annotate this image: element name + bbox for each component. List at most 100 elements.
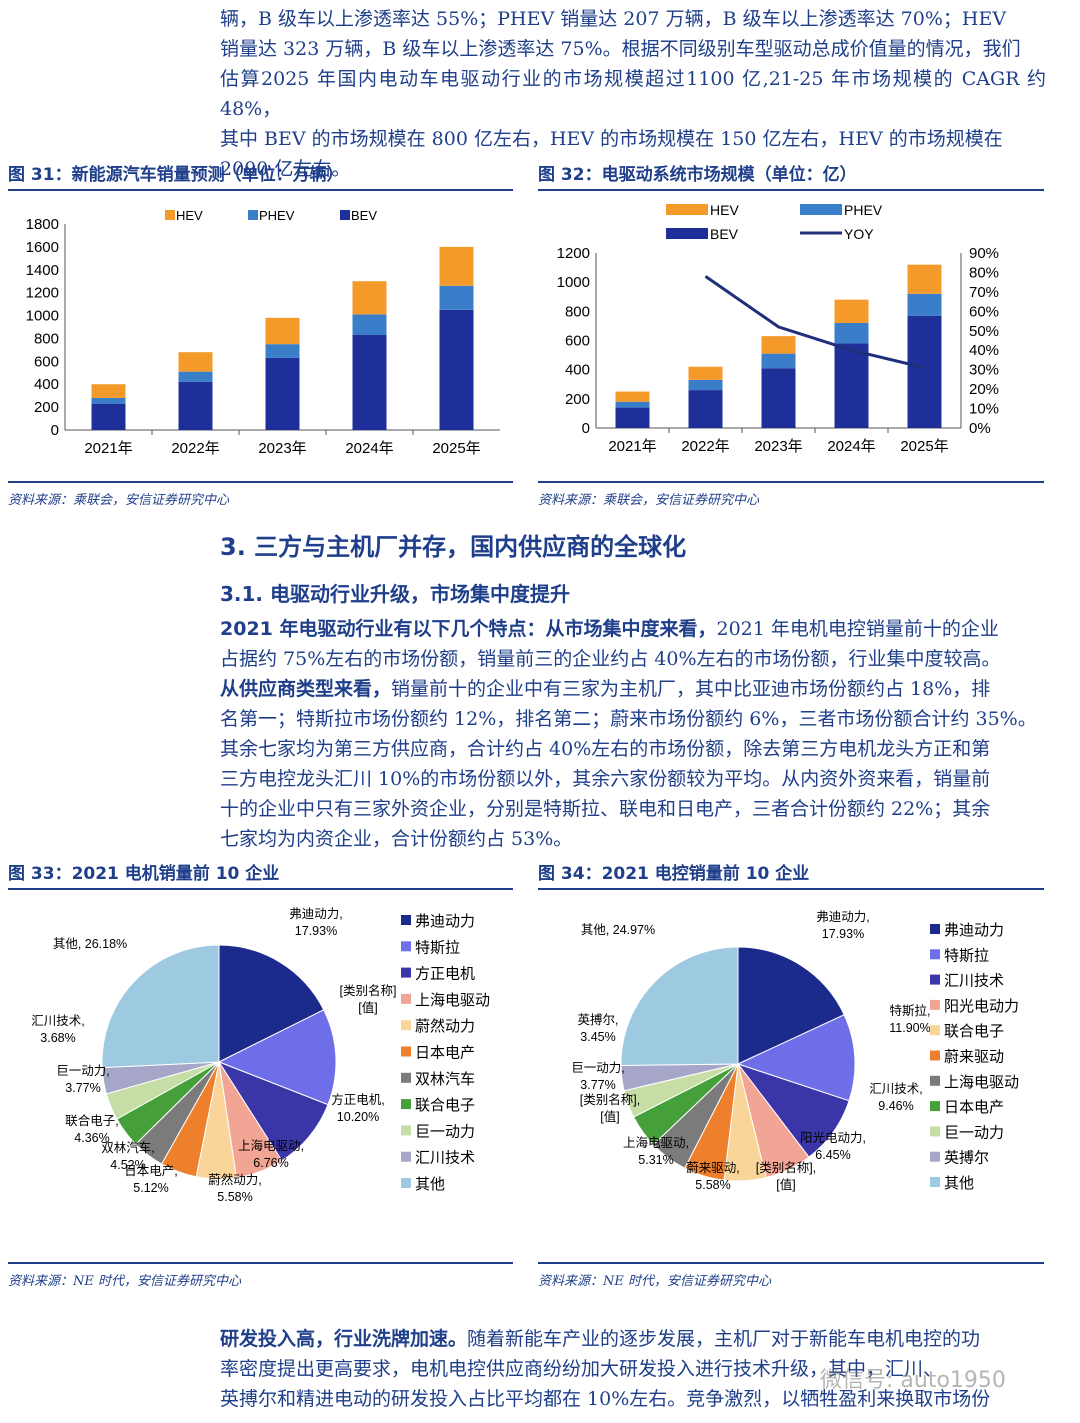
- y2-tick-label: 70%: [969, 284, 999, 301]
- market-paragraph: 2021 年电驱动行业有以下几个特点：从市场集中度来看，2021 年电机电控销量…: [220, 614, 1046, 854]
- y2-tick-label: 20%: [969, 381, 999, 398]
- legend-swatch-bev: [340, 210, 350, 220]
- bar-phev: [91, 397, 126, 404]
- chart-ev-sales-forecast: 0 200 400 600 800 1000 1200 1400 1600 1800 2021年 20…: [26, 208, 500, 457]
- legend-label: PHEV: [844, 202, 883, 218]
- bar-bev: [91, 403, 126, 430]
- slice-label: 巨一动力, 3.77%: [571, 1061, 624, 1092]
- bar-phev: [834, 323, 869, 344]
- bar-bev: [688, 390, 723, 428]
- legend-label: 阳光电动力: [944, 998, 1019, 1015]
- legend-swatch: [930, 1101, 940, 1112]
- bar-hev: [352, 281, 387, 315]
- y2-tick-label: 50%: [969, 323, 999, 340]
- para-line: 2021 年电驱动行业有以下几个特点：从市场集中度来看，2021 年电机电控销量…: [220, 618, 999, 640]
- para-line: 从供应商类型来看，销量前十的企业中有三家为主机厂，其中比亚迪市场份额约占 18%…: [220, 678, 991, 700]
- bar-phev: [761, 353, 796, 369]
- y-tick-label: 1200: [557, 245, 590, 262]
- y-tick-label: 800: [34, 330, 59, 347]
- figure-32-source: 资料来源：乘联会，安信证券研究中心: [538, 481, 1044, 508]
- para-line: 三方电控龙头汇川 10%的市场份额以外，其余六家份额较为平均。从内资外资来看，销…: [220, 768, 991, 790]
- para-line: 七家均为内资企业，合计份额约占 53%。: [220, 828, 573, 850]
- x-tick-label: 2025年: [432, 440, 480, 457]
- bar-bev: [178, 381, 213, 430]
- y-tick-label: 400: [565, 362, 590, 379]
- para-line: 其中 BEV 的市场规模在 800 亿左右，HEV 的市场规模在 150 亿左右…: [220, 128, 1003, 150]
- y2-tick-label: 80%: [969, 264, 999, 281]
- legend-label: 巨一动力: [944, 1124, 1004, 1141]
- subsection-heading: 3.1. 电驱动行业升级，市场集中度提升: [220, 582, 570, 606]
- bar-bev: [615, 407, 650, 428]
- watermark: 微信号: auto1950: [820, 1368, 1006, 1393]
- bar-bev: [439, 309, 474, 430]
- legend-swatch: [401, 1125, 411, 1136]
- legend-swatch-phev: [800, 204, 842, 215]
- legend-label: YOY: [844, 226, 874, 242]
- slice-label: 联合电子, 4.36%: [65, 1113, 118, 1145]
- slice-label: 方正电机, 10.20%: [331, 1092, 384, 1124]
- figure-34-title: 图 34：2021 电控销量前 10 企业: [538, 859, 1044, 890]
- legend-label: 英搏尔: [944, 1149, 989, 1167]
- x-tick-label: 2021年: [608, 438, 656, 455]
- y-tick-label: 1000: [557, 274, 590, 291]
- legend-swatch: [930, 1126, 940, 1137]
- bar-phev: [688, 379, 723, 391]
- y-tick-label: 200: [34, 399, 59, 416]
- bar-hev: [761, 336, 796, 354]
- slice-label: 其他, 24.97%: [581, 923, 655, 937]
- pie-slice: [218, 944, 325, 1063]
- y-tick-label: 600: [565, 333, 590, 350]
- chart-e-drive-market-size: 0 200 400 600 800 1000 1200 2021年 2022年 2023年 2024…: [557, 202, 999, 455]
- legend-label: BEV: [351, 208, 377, 223]
- bar-bev: [907, 315, 942, 428]
- legend-swatch: [930, 1025, 940, 1036]
- legend-label: 蔚然动力: [415, 1018, 475, 1035]
- bar-phev: [265, 344, 300, 358]
- slice-label: 阳光电动力, 6.45%: [800, 1131, 866, 1162]
- para-line: 销量达 323 万辆，B 级车以上渗透率达 75%。根据不同级别车型驱动总成价值…: [220, 38, 1021, 60]
- y-tick-label: 1400: [26, 262, 59, 279]
- bar-bev: [265, 357, 300, 430]
- legend-label: HEV: [176, 208, 203, 223]
- legend-label: 上海电驱动: [415, 992, 490, 1009]
- bar-hev: [439, 246, 474, 286]
- slice-label: 蔚然动力, 5.58%: [208, 1172, 261, 1204]
- y2-tick-label: 40%: [969, 342, 999, 359]
- pie-slice: [737, 946, 845, 1065]
- figure-32-title: 图 32：电驱动系统市场规模（单位：亿）: [538, 160, 1044, 191]
- para-emphasis: 从供应商类型来看，: [220, 678, 392, 700]
- bar-bev: [352, 335, 387, 430]
- x-tick-label: 2025年: [900, 438, 948, 455]
- legend-label: PHEV: [259, 208, 295, 223]
- legend-label: 双林汽车: [415, 1071, 475, 1088]
- legend-swatch: [401, 967, 411, 978]
- bar-hev: [91, 384, 126, 398]
- legend-swatch: [930, 1177, 940, 1187]
- slice-label: 上海电驱动, 6.76%: [238, 1138, 304, 1170]
- legend-swatch-hev: [666, 204, 708, 215]
- bar-hev: [688, 366, 723, 380]
- legend-label: 蔚来驱动: [944, 1049, 1004, 1066]
- bar-hev: [834, 299, 869, 323]
- slice-label: 汇川技术, 3.68%: [31, 1014, 84, 1045]
- legend-label: 其他: [944, 1175, 974, 1192]
- y-tick-label: 200: [565, 391, 590, 408]
- x-tick-label: 2022年: [681, 438, 729, 455]
- legend-label: 巨一动力: [415, 1123, 475, 1140]
- y2-tick-label: 30%: [969, 362, 999, 379]
- slice-label: 双林汽车, 4.52%: [101, 1140, 154, 1172]
- pie-controller-top10: 弗迪动力, 17.93% 特斯拉, 11.90% 汇川技术, 9.46%阳光电动力, 6.4…: [571, 910, 1019, 1192]
- legend-label: 弗迪动力: [415, 913, 475, 930]
- legend-label: 弗迪动力: [944, 922, 1004, 939]
- figure-31-source: 资料来源：乘联会，安信证券研究中心: [8, 481, 513, 508]
- legend-label: 方正电机: [415, 966, 475, 983]
- legend-label: 联合电子: [944, 1023, 1004, 1040]
- pie-slice: [217, 1009, 337, 1106]
- x-tick-label: 2023年: [754, 438, 802, 455]
- legend-swatch: [401, 1020, 411, 1031]
- x-tick-label: 2022年: [171, 440, 219, 457]
- legend-label: 日本电产: [944, 1099, 1004, 1116]
- slice-label: [类别名称], [值]: [580, 1092, 640, 1124]
- slice-label: 英搏尔, 3.45%: [578, 1012, 619, 1044]
- bar-hev: [265, 317, 300, 345]
